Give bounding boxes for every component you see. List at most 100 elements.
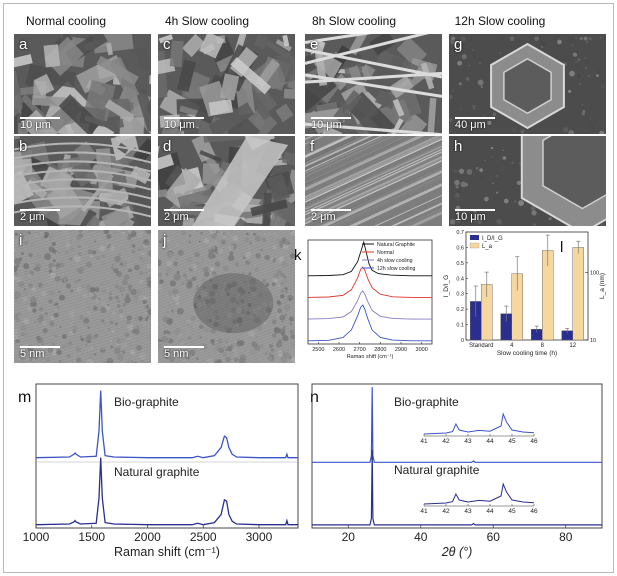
header-12h-slow-cooling: 12h Slow cooling	[454, 14, 546, 28]
scale-bar-text: 2 μm	[311, 211, 336, 223]
panel-label-m: m	[18, 389, 31, 406]
k-xtick-label: 3000	[416, 347, 428, 353]
scale-bar-line	[311, 209, 351, 211]
n-inset-tick-label: 41	[420, 438, 428, 445]
scale-bar-g: 40 μm	[455, 117, 495, 131]
n-inset-tick-label: 43	[464, 438, 472, 445]
scale-bar-d: 2 μm	[164, 209, 204, 223]
n-xtick-label: 60	[487, 530, 501, 544]
scale-bar-e: 10 μm	[311, 117, 351, 131]
micrograph-panel-f: f 2 μm	[305, 136, 442, 226]
n-inset-line-0	[423, 412, 535, 435]
m-series-line-0	[35, 390, 298, 459]
scale-bar-text: 5 nm	[164, 348, 189, 360]
panel-label-h: h	[454, 138, 463, 155]
n-plot-area	[311, 383, 603, 529]
l-ytick-label: 0.3	[456, 292, 464, 298]
micrograph-panel-i: i 5 nm	[14, 230, 151, 363]
k-legend-label-1: Normal	[377, 250, 394, 256]
chart-l-id-ig-bar: Standard 4 8 12 0 0.1 0.2 0.3 0.4 0.5 0.6 0.7 10 100 I…	[440, 228, 610, 366]
l-ytick-label: 0.5	[456, 261, 464, 267]
figure-frame	[3, 3, 614, 573]
n-bio-graphite-label: Bio-graphite	[394, 395, 459, 409]
scale-bar-text: 10 μm	[20, 119, 51, 131]
scale-bar-j: 5 nm	[164, 346, 204, 360]
panel-label-a: a	[19, 36, 28, 53]
micrograph-panel-a: a 10 μm	[14, 34, 151, 134]
k-legend-label-2: 4h slow cooling	[377, 258, 413, 264]
panel-label-l: l	[560, 239, 563, 256]
m-bio-graphite-label: Bio-graphite	[114, 395, 179, 409]
header-8h-slow-cooling: 8h Slow cooling	[311, 14, 397, 28]
l-ytick-right-label: 10	[590, 338, 596, 344]
scale-bar-line	[164, 209, 204, 211]
micrograph-panel-e: e 10 μm	[305, 34, 442, 134]
m-natural-graphite-label: Natural graphite	[114, 465, 200, 479]
l-ytick-label: 0.1	[456, 323, 464, 329]
k-plot-area	[307, 239, 433, 345]
micrograph-panel-g: g 40 μm	[449, 34, 606, 134]
scale-bar-c: 10 μm	[164, 117, 204, 131]
n-inset-tick-label: 45	[508, 508, 516, 515]
k-legend-label-3: 12h slow cooling	[377, 266, 415, 272]
l-category-label: 4	[510, 343, 514, 349]
n-natural-graphite-label: Natural graphite	[394, 463, 480, 477]
n-inset-tick-label: 41	[420, 508, 428, 515]
l-ytick-label: 0.7	[456, 230, 464, 236]
chart-n-xrd: 20 40 60 80 2θ (°) Bio-graphite Natural graphi…	[306, 378, 608, 563]
k-xtick-label: 2600	[333, 347, 345, 353]
l-plot-area	[465, 231, 589, 341]
scale-bar-line	[20, 209, 60, 211]
panel-label-f: f	[310, 138, 315, 155]
scale-bar-line	[20, 346, 60, 348]
scale-bar-line	[455, 117, 495, 119]
l-yaxis-label: I_D/I_G	[443, 275, 450, 297]
n-inset-tick-label: 44	[486, 438, 494, 445]
n-inset-tick-label: 46	[530, 508, 538, 515]
panel-label-k: k	[294, 247, 302, 264]
n-xaxis-label: 2θ (°)	[441, 545, 473, 559]
k-xtick-label: 2700	[354, 347, 366, 353]
l-category-label: 8	[541, 343, 545, 349]
scale-bar-line	[20, 117, 60, 119]
m-xaxis-label: Raman shift (cm⁻¹)	[114, 545, 220, 559]
panel-label-b: b	[19, 138, 28, 155]
k-xtick-label: 2900	[395, 347, 407, 353]
n-inset-tick-label: 45	[508, 438, 516, 445]
scale-bar-line	[164, 346, 204, 348]
scale-bar-text: 10 μm	[164, 119, 195, 131]
l-xaxis-label: Slow cooling time (h)	[497, 350, 557, 357]
l-ytick-label: 0.6	[456, 245, 464, 251]
l-legend-swatch-1	[469, 242, 480, 249]
panel-label-e: e	[310, 36, 319, 53]
k-xaxis-label: Raman shift (cm⁻¹)	[347, 354, 394, 360]
n-inset-tick-label: 43	[464, 508, 472, 515]
micrograph-panel-j: j 5 nm	[158, 230, 295, 363]
header-normal-cooling: Normal cooling	[25, 14, 107, 28]
l-ytick-label: 0	[461, 338, 464, 344]
n-series-line-1	[312, 449, 602, 526]
k-series-line-2	[307, 290, 432, 320]
m-xtick-label: 1500	[78, 530, 105, 544]
n-inset-tick-label: 44	[486, 508, 494, 515]
l-legend-label-0: I_D/I_G	[482, 236, 503, 242]
l-yaxis-right-label: L_a (nm)	[599, 273, 606, 299]
k-series-line-3	[307, 304, 432, 342]
m-xtick-label: 3000	[246, 530, 273, 544]
micrograph-panel-h: h 10 μm	[449, 136, 606, 226]
scale-bar-line	[164, 117, 204, 119]
scale-bar-f: 2 μm	[311, 209, 351, 223]
l-category-label: 12	[569, 343, 576, 349]
n-xtick-label: 80	[559, 530, 573, 544]
k-series-line-1	[307, 266, 432, 298]
l-ytick-label: 0.2	[456, 307, 464, 313]
panel-label-j: j	[163, 232, 167, 249]
scale-bar-text: 40 μm	[455, 119, 486, 131]
k-xtick-label: 2800	[374, 347, 386, 353]
n-inset-line-1	[423, 482, 535, 505]
m-xtick-label: 1000	[23, 530, 50, 544]
scale-bar-line	[311, 117, 351, 119]
panel-label-g: g	[454, 36, 463, 53]
micrograph-panel-b: b 2 μm	[14, 136, 151, 226]
m-plot-area	[35, 383, 299, 529]
